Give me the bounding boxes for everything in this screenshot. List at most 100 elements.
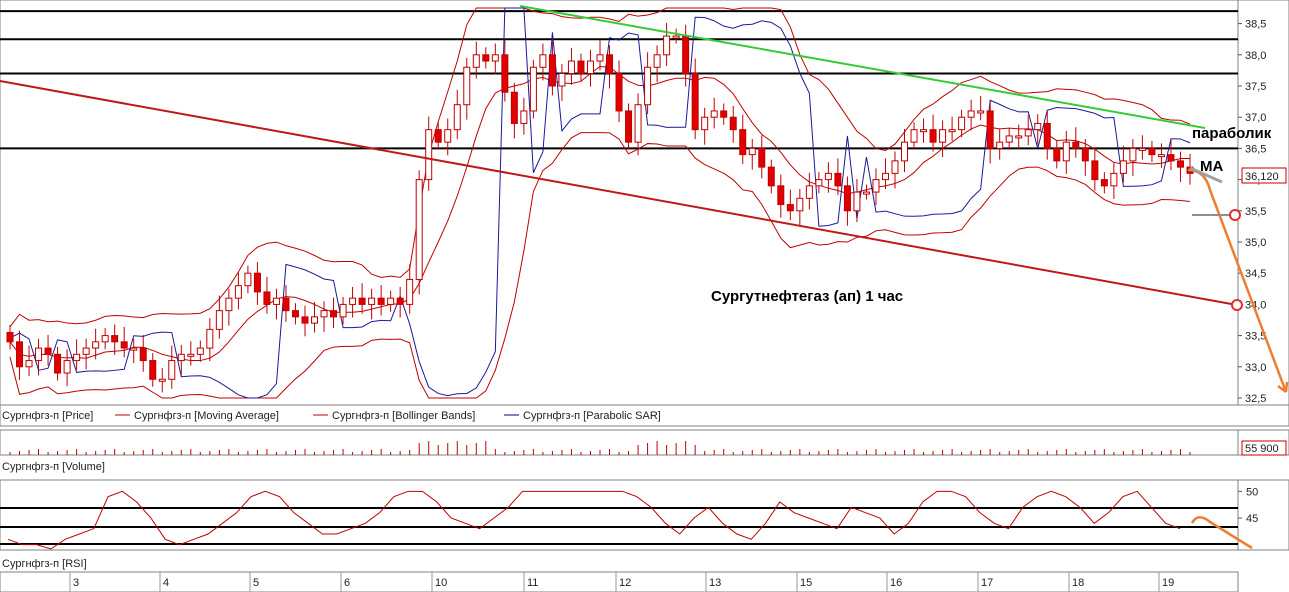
candle-down xyxy=(396,297,404,305)
candle-down xyxy=(1091,160,1099,181)
price-tick-label: 32,5 xyxy=(1245,393,1266,405)
candle-up xyxy=(73,353,81,362)
candle-down xyxy=(548,54,556,87)
time-axis-panel xyxy=(0,571,1239,592)
candle-down xyxy=(777,185,785,206)
legend-sar: Сургнфгз-п [Parabolic SAR] xyxy=(523,410,661,422)
candle-up xyxy=(663,35,671,56)
candle-down xyxy=(358,297,366,305)
trend-lines xyxy=(0,5,1238,306)
candle-up xyxy=(853,191,861,212)
candle-up xyxy=(958,116,966,131)
price-tick-label: 35,0 xyxy=(1245,237,1266,249)
candle-up xyxy=(881,172,889,181)
chart-annotation-title: Сургутнефтегаз (ап) 1 час xyxy=(711,288,903,305)
candle-down xyxy=(482,54,490,62)
candle-up xyxy=(920,129,928,133)
candle-up xyxy=(349,297,357,305)
candle-up xyxy=(644,66,652,106)
candle-up xyxy=(82,347,90,355)
candle-up xyxy=(1062,141,1070,162)
candle-up xyxy=(672,35,680,39)
candle-down xyxy=(111,335,119,343)
annotation-sar: параболик xyxy=(1192,125,1272,142)
time-tick-label: 12 xyxy=(619,577,631,589)
price-tick-label: 37,5 xyxy=(1245,81,1266,93)
candle-down xyxy=(330,310,338,318)
candle-up xyxy=(748,147,756,156)
rsi-panel xyxy=(0,479,1239,551)
candle-down xyxy=(786,204,794,212)
candle-up xyxy=(939,129,947,143)
candle-up xyxy=(891,160,899,174)
time-tick-label: 13 xyxy=(709,577,721,589)
candle-up xyxy=(425,129,433,181)
candle-up xyxy=(872,179,880,193)
candle-down xyxy=(501,54,509,93)
candle-up xyxy=(215,310,223,330)
candle-up xyxy=(910,129,918,143)
candle-down xyxy=(1081,147,1089,162)
candle-up xyxy=(1015,135,1023,139)
candle-down xyxy=(54,353,62,374)
candle-up xyxy=(529,66,537,112)
target-circle-lower xyxy=(1231,299,1243,311)
sar-line xyxy=(9,7,1191,399)
candle-up xyxy=(1138,147,1146,151)
candle-down xyxy=(986,110,994,149)
candle-down xyxy=(282,297,290,312)
candle-up xyxy=(1129,147,1137,162)
candle-down xyxy=(301,316,309,324)
candle-up xyxy=(491,54,499,62)
candle-down xyxy=(606,54,614,75)
forecast-arrow-price-head xyxy=(1277,381,1289,393)
forecast-arrow-rsi xyxy=(1190,516,1253,550)
candle-up xyxy=(796,197,804,212)
legend-panel xyxy=(0,404,1289,427)
candle-down xyxy=(1072,141,1080,149)
candle-up xyxy=(272,297,280,305)
candle-up xyxy=(1034,122,1042,131)
rsi-tick-label: 45 xyxy=(1246,513,1258,525)
candle-down xyxy=(434,129,442,143)
time-tick-label: 19 xyxy=(1162,577,1174,589)
price-tag-box xyxy=(1241,167,1287,184)
candle-down xyxy=(682,35,690,75)
candle-down xyxy=(1053,147,1061,162)
candle-up xyxy=(463,66,471,106)
candle-down xyxy=(377,297,385,305)
legend-bb: Сургнфгз-п [Bollinger Bands] xyxy=(332,410,475,422)
legend-price: Сургнфгз-п [Price] xyxy=(2,410,93,422)
candle-down xyxy=(510,91,518,124)
rsi-line xyxy=(7,490,1181,550)
candle-up xyxy=(101,335,109,343)
candle-down xyxy=(615,73,623,112)
grey-ma-extension xyxy=(1189,166,1223,184)
candle-up xyxy=(63,360,71,374)
candle-down xyxy=(120,341,128,349)
legend-ma: Сургнфгз-п [Moving Average] xyxy=(134,410,279,422)
candle-down xyxy=(1100,179,1108,187)
time-tick-label: 10 xyxy=(435,577,447,589)
candle-up xyxy=(158,378,166,382)
candle-down xyxy=(1167,154,1175,162)
candle-down xyxy=(758,147,766,168)
volume-bars xyxy=(9,441,1191,455)
candle-down xyxy=(729,116,737,131)
candle-up xyxy=(1024,129,1032,137)
price-tick-label: 34,5 xyxy=(1245,268,1266,280)
candle-up xyxy=(558,73,566,87)
target-circle-upper xyxy=(1229,209,1241,221)
candle-up xyxy=(805,185,813,199)
time-tick-label: 3 xyxy=(73,577,79,589)
candle-up xyxy=(196,347,204,355)
candle-up xyxy=(586,60,594,75)
candle-up xyxy=(130,347,138,351)
volume-tag-box xyxy=(1241,440,1287,456)
candle-up xyxy=(177,353,185,362)
candle-down xyxy=(577,60,585,75)
candle-up xyxy=(415,179,423,280)
candle-up xyxy=(596,54,604,62)
annotation-ma: MA xyxy=(1200,158,1223,175)
